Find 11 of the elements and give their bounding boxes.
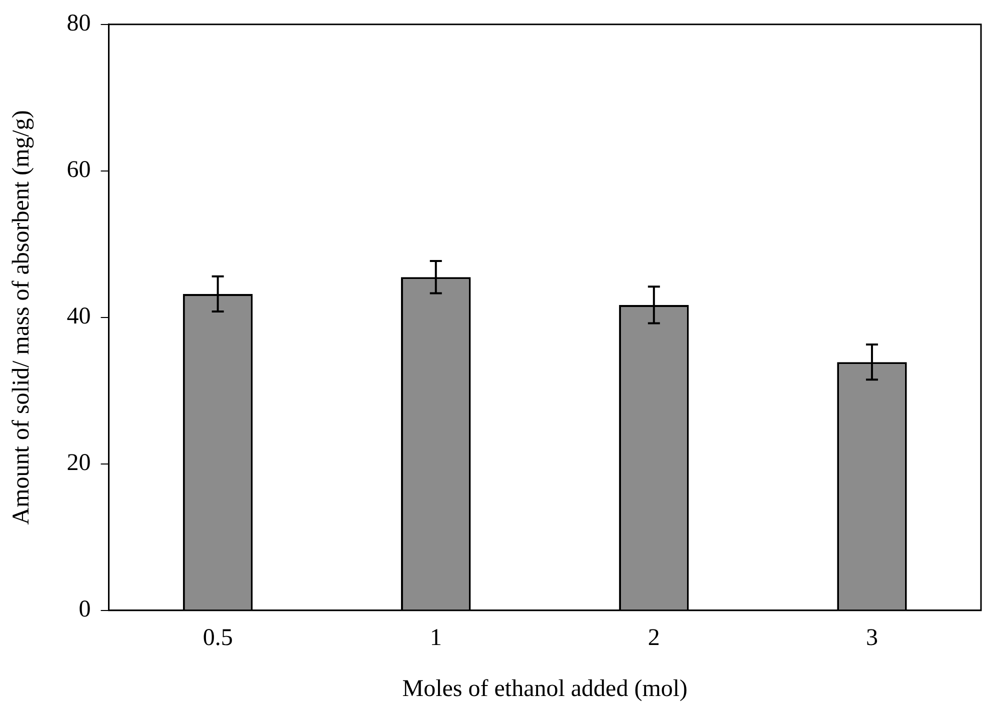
x-tick-label: 3 <box>866 625 878 652</box>
y-tick-label: 40 <box>66 304 91 330</box>
y-tick-label: 0 <box>78 596 91 623</box>
x-axis-title: Moles of ethanol added (mol) <box>402 676 688 702</box>
x-tick-label: 1 <box>430 625 442 652</box>
x-tick-label: 0.5 <box>202 625 233 652</box>
x-tick-label: 2 <box>648 625 660 652</box>
y-tick-label: 80 <box>66 10 91 37</box>
y-axis-title: Amount of solid/ mass of absorbent (mg/g) <box>8 110 35 525</box>
y-tick-label: 20 <box>66 450 91 476</box>
y-tick-label: 60 <box>66 157 91 184</box>
